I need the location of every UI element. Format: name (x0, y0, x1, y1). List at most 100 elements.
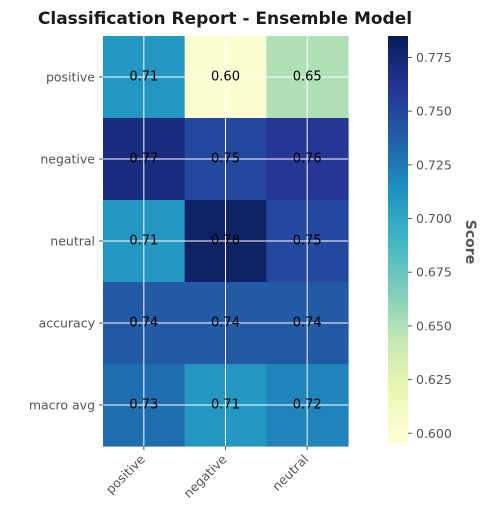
colorbar-segment (388, 416, 408, 421)
colorbar-segment (388, 59, 408, 64)
colorbar-segment (388, 223, 408, 228)
colorbar-segment (388, 355, 408, 360)
colorbar-segment (388, 382, 408, 387)
colorbar-segment (388, 420, 408, 425)
colorbar-segment (388, 36, 408, 41)
colorbar-segment (388, 121, 408, 126)
colorbar-segment (388, 328, 408, 333)
colorbar-segment (388, 403, 408, 408)
colorbar-segment (388, 178, 408, 183)
colorbar-segment (388, 321, 408, 326)
colorbar-segment (388, 297, 408, 302)
colorbar: 0.600 0.625 0.650 0.675 0.700 0.725 0.750 0.775 (388, 36, 452, 445)
colorbar-segment (388, 399, 408, 404)
colorbar-segment (388, 314, 408, 319)
colorbar-segment (388, 56, 408, 61)
colorbar-segment (388, 192, 408, 197)
cell-value-label: 0.74 (293, 316, 322, 331)
colorbar-segment (388, 114, 408, 119)
x-axis-ticks: positive negative neutral (103, 446, 311, 501)
colorbar-segment (388, 216, 408, 221)
cell-value-label: 0.60 (211, 70, 240, 85)
cell-value-label: 0.74 (129, 316, 158, 331)
y-tick-label: accuracy (39, 316, 96, 331)
colorbar-segment (388, 267, 408, 272)
colorbar-tick-label: 0.650 (416, 318, 452, 333)
colorbar-segment (388, 199, 408, 204)
colorbar-segment (388, 117, 408, 122)
chart-title: Classification Report - Ensemble Model (38, 9, 412, 29)
colorbar-segment (388, 348, 408, 353)
colorbar-segment (388, 345, 408, 350)
colorbar-segment (388, 365, 408, 370)
colorbar-segment (388, 161, 408, 166)
colorbar-segment (388, 410, 408, 415)
colorbar-segment (388, 138, 408, 143)
colorbar-segment (388, 195, 408, 200)
colorbar-segment (388, 440, 408, 445)
colorbar-segment (388, 107, 408, 112)
colorbar-segment (388, 49, 408, 54)
colorbar-segment (388, 430, 408, 435)
colorbar-segment (388, 46, 408, 51)
colorbar-segment (388, 165, 408, 170)
colorbar-segment (388, 372, 408, 377)
colorbar-segment (388, 141, 408, 146)
colorbar-segment (388, 389, 408, 394)
colorbar-segment (388, 70, 408, 75)
colorbar-segment (388, 226, 408, 231)
colorbar-segment (388, 212, 408, 217)
colorbar-segment (388, 127, 408, 132)
colorbar-segment (388, 73, 408, 78)
colorbar-tick-label: 0.775 (416, 50, 452, 65)
colorbar-segment (388, 236, 408, 241)
cell-value-label: 0.71 (211, 398, 240, 413)
colorbar-segment (388, 134, 408, 139)
colorbar-segment (388, 246, 408, 251)
colorbar-segment (388, 189, 408, 194)
colorbar-segment (388, 219, 408, 224)
cell-value-label: 0.74 (211, 316, 240, 331)
colorbar-segment (388, 233, 408, 238)
colorbar-segment (388, 406, 408, 411)
colorbar-segment (388, 151, 408, 156)
y-tick-label: negative (40, 152, 95, 167)
colorbar-tick-label: 0.600 (416, 426, 452, 441)
colorbar-segment (388, 110, 408, 115)
colorbar-segment (388, 369, 408, 374)
colorbar-segment (388, 423, 408, 428)
colorbar-segment (388, 338, 408, 343)
colorbar-segment (388, 42, 408, 47)
x-tick-label: positive (103, 451, 148, 496)
colorbar-segment (388, 335, 408, 340)
colorbar-segment (388, 80, 408, 85)
cell-value-label: 0.65 (293, 70, 322, 85)
colorbar-segment (388, 97, 408, 102)
cell-value-label: 0.78 (211, 234, 240, 249)
colorbar-segment (388, 260, 408, 265)
cell-value-label: 0.73 (129, 398, 158, 413)
colorbar-segment (388, 53, 408, 58)
colorbar-segment (388, 308, 408, 313)
cell-value-label: 0.76 (293, 152, 322, 167)
colorbar-segment (388, 182, 408, 187)
cell-value-label: 0.75 (293, 234, 322, 249)
colorbar-segment (388, 362, 408, 367)
colorbar-segment (388, 427, 408, 432)
colorbar-segment (388, 287, 408, 292)
cell-value-label: 0.71 (129, 70, 158, 85)
colorbar-segment (388, 87, 408, 92)
colorbar-segment (388, 413, 408, 418)
y-tick-label: neutral (50, 234, 95, 249)
colorbar-segment (388, 325, 408, 330)
colorbar-segment (388, 124, 408, 129)
colorbar-segment (388, 386, 408, 391)
colorbar-segment (388, 294, 408, 299)
colorbar-segment (388, 206, 408, 211)
colorbar-segment (388, 301, 408, 306)
cell-value-label: 0.71 (129, 234, 158, 249)
colorbar-segment (388, 311, 408, 316)
colorbar-segment (388, 263, 408, 268)
colorbar-segment (388, 240, 408, 245)
